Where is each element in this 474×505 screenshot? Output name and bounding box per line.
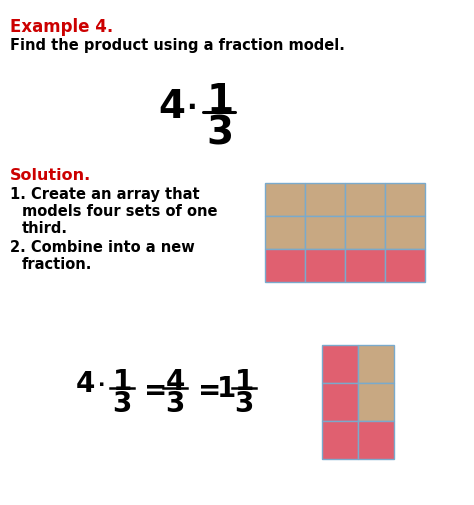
Bar — [345, 216, 385, 249]
Text: $\mathbf{4}$: $\mathbf{4}$ — [75, 370, 95, 398]
Bar — [265, 216, 305, 249]
Text: $\mathbf{\bullet}$: $\mathbf{\bullet}$ — [97, 374, 104, 393]
Text: $\mathbf{=}$: $\mathbf{=}$ — [138, 375, 166, 403]
Text: $\mathbf{4}$: $\mathbf{4}$ — [165, 368, 185, 396]
Text: $\mathbf{1}$: $\mathbf{1}$ — [216, 375, 236, 403]
Text: $\mathbf{3}$: $\mathbf{3}$ — [112, 390, 132, 418]
Text: $\mathbf{3}$: $\mathbf{3}$ — [165, 390, 184, 418]
Bar — [305, 216, 345, 249]
Text: $\mathbf{3}$: $\mathbf{3}$ — [206, 114, 232, 152]
Bar — [345, 183, 385, 216]
Text: $\mathbf{1}$: $\mathbf{1}$ — [234, 368, 254, 396]
Bar — [322, 345, 358, 383]
Text: 2. Combine into a new: 2. Combine into a new — [10, 240, 195, 255]
Text: $\mathbf{4}$: $\mathbf{4}$ — [158, 88, 185, 126]
Text: $\mathbf{1}$: $\mathbf{1}$ — [112, 368, 132, 396]
Bar — [265, 183, 305, 216]
Bar — [385, 183, 425, 216]
Text: $\mathbf{\bullet}$: $\mathbf{\bullet}$ — [186, 92, 196, 120]
Bar — [345, 249, 385, 282]
Bar — [322, 421, 358, 459]
Bar — [305, 249, 345, 282]
Text: $\mathbf{1}$: $\mathbf{1}$ — [206, 82, 232, 120]
Text: $\mathbf{3}$: $\mathbf{3}$ — [235, 390, 254, 418]
Bar — [358, 345, 394, 383]
Text: third.: third. — [22, 221, 68, 236]
Text: $\mathbf{=}$: $\mathbf{=}$ — [192, 375, 220, 403]
Bar — [358, 421, 394, 459]
Bar — [385, 249, 425, 282]
Text: Solution.: Solution. — [10, 168, 91, 183]
Bar — [322, 383, 358, 421]
Bar — [385, 216, 425, 249]
Text: 1. Create an array that: 1. Create an array that — [10, 187, 200, 202]
Text: Find the product using a fraction model.: Find the product using a fraction model. — [10, 38, 345, 53]
Bar — [358, 383, 394, 421]
Text: models four sets of one: models four sets of one — [22, 204, 218, 219]
Bar — [265, 249, 305, 282]
Text: Example 4.: Example 4. — [10, 18, 113, 36]
Bar — [305, 183, 345, 216]
Text: fraction.: fraction. — [22, 257, 92, 272]
